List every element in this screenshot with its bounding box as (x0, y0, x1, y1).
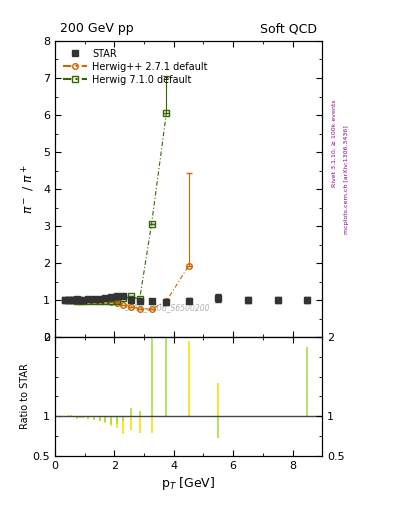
Text: Soft QCD: Soft QCD (260, 22, 317, 35)
Text: Rivet 3.1.10, ≥ 100k events: Rivet 3.1.10, ≥ 100k events (332, 99, 337, 187)
Text: STAR_2006_S6500200: STAR_2006_S6500200 (125, 303, 210, 312)
Text: mcplots.cern.ch [arXiv:1306.3436]: mcplots.cern.ch [arXiv:1306.3436] (344, 125, 349, 233)
Text: 200 GeV pp: 200 GeV pp (61, 22, 134, 35)
Y-axis label: $\pi^-$ / $\pi^+$: $\pi^-$ / $\pi^+$ (21, 164, 37, 214)
Y-axis label: Ratio to STAR: Ratio to STAR (20, 364, 30, 430)
X-axis label: p$_{T}$ [GeV]: p$_{T}$ [GeV] (162, 475, 216, 492)
Legend: STAR, Herwig++ 2.7.1 default, Herwig 7.1.0 default: STAR, Herwig++ 2.7.1 default, Herwig 7.1… (60, 46, 210, 88)
